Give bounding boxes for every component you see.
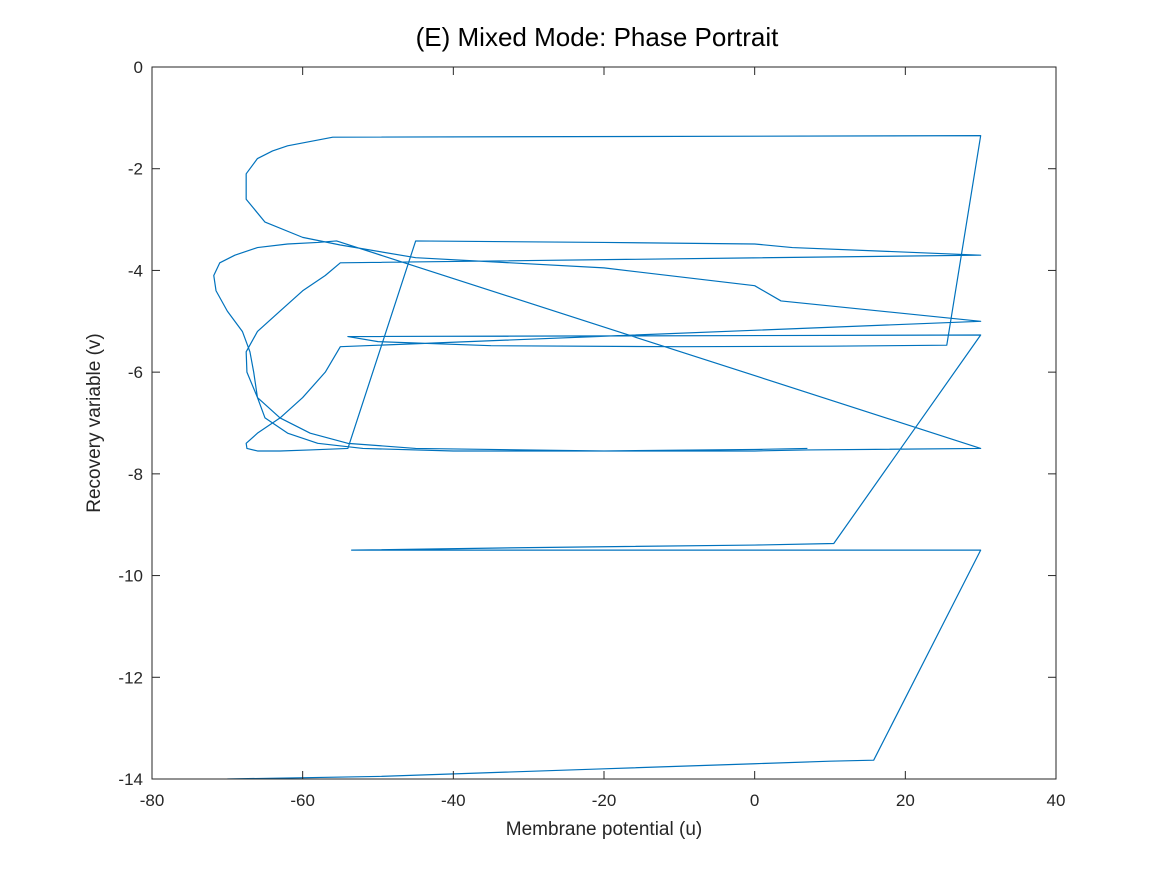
x-tick-label: -40 bbox=[441, 791, 466, 810]
y-axis-label: Recovery variable (v) bbox=[84, 333, 105, 513]
y-tick-label: -12 bbox=[118, 668, 143, 687]
y-tick-label: -10 bbox=[118, 567, 143, 586]
x-tick-label: 0 bbox=[750, 791, 759, 810]
y-tick-label: 0 bbox=[134, 58, 143, 77]
series-line-0 bbox=[213, 135, 982, 779]
chart-title: (E) Mixed Mode: Phase Portrait bbox=[416, 22, 779, 52]
series-layer bbox=[213, 135, 982, 779]
axes-box bbox=[151, 66, 1057, 780]
x-tick-label: -20 bbox=[592, 791, 617, 810]
x-tick-label: -60 bbox=[290, 791, 315, 810]
y-tick-label: -2 bbox=[128, 160, 143, 179]
y-tick-label: -6 bbox=[128, 363, 143, 382]
x-axis-label: Membrane potential (u) bbox=[506, 819, 702, 840]
y-tick-label: -14 bbox=[118, 770, 143, 789]
x-tick-label: 40 bbox=[1047, 791, 1066, 810]
x-tick-label: 20 bbox=[896, 791, 915, 810]
x-tick-label: -80 bbox=[140, 791, 165, 810]
ticks-layer bbox=[151, 66, 1057, 780]
tick-labels-layer: -80 -60 -40 -20 0 20 40 0 -2 -4 -6 -8 -10 -12 -14 bbox=[118, 58, 1065, 810]
plot-area bbox=[213, 135, 982, 779]
y-tick-label: -4 bbox=[128, 261, 143, 280]
y-tick-label: -8 bbox=[128, 465, 143, 484]
